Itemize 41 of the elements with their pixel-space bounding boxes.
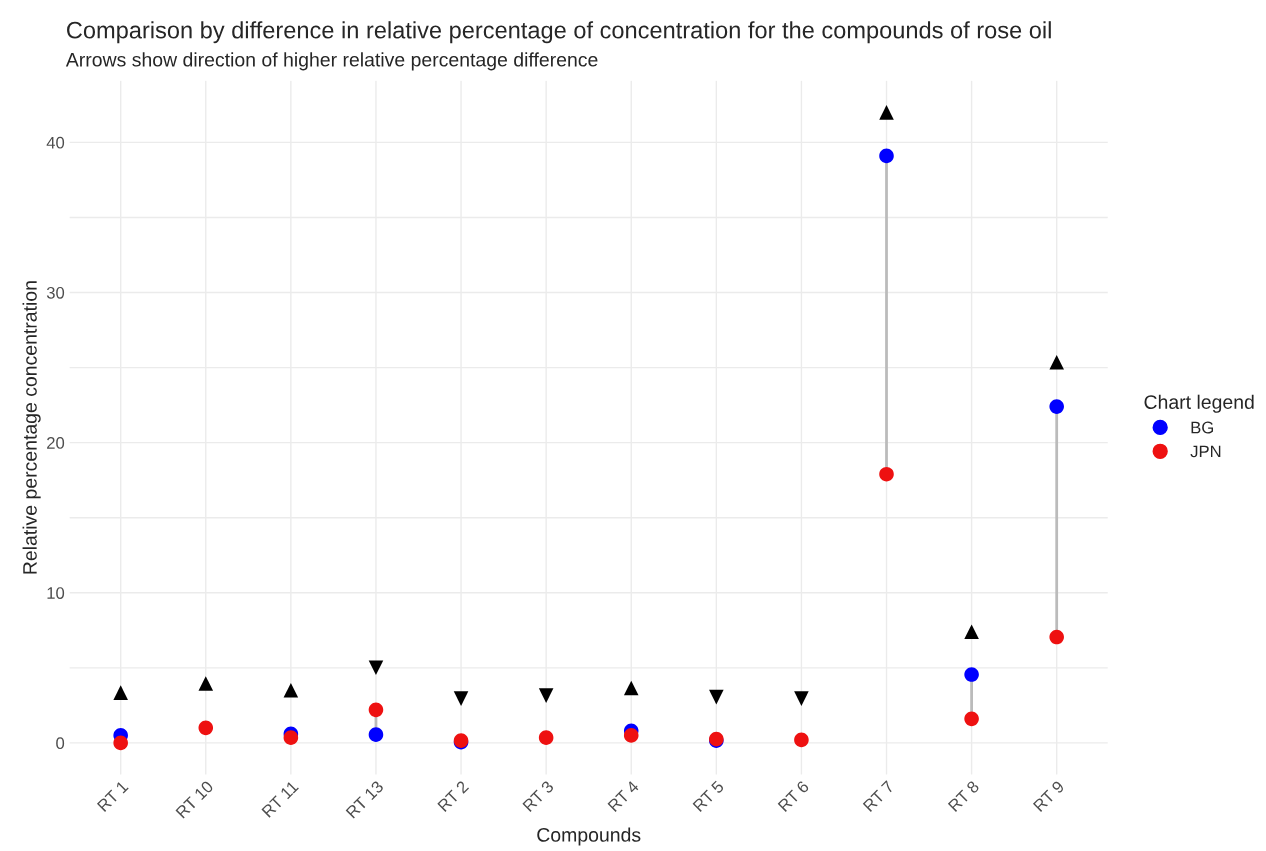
- point: [964, 711, 979, 727]
- x-tick-label: RT 11: [261, 780, 299, 818]
- point: [538, 730, 554, 745]
- point: [879, 466, 894, 482]
- x-tick-label: RT 9: [1032, 780, 1065, 813]
- x-tick-label: RT 5: [692, 780, 725, 813]
- y-tick-label: 20: [47, 437, 65, 449]
- point: [283, 730, 299, 745]
- chart-subtitle: Arrows show direction of higher relative percentage difference: [65, 52, 598, 71]
- y-tick-label: 30: [46, 286, 65, 299]
- x-tick-label: RT 4: [607, 780, 640, 812]
- legend-title: Chart legend: [1144, 394, 1254, 413]
- point: [113, 735, 128, 751]
- x-tick-label: RT 1: [96, 780, 129, 812]
- chart-title: Comparison by difference in relative percentage of concentration for the compounds of rose oil: [67, 21, 1051, 44]
- point: [1049, 629, 1064, 645]
- point: [198, 676, 214, 691]
- point: [794, 732, 809, 748]
- x-tick-label: RT 8: [947, 780, 980, 813]
- x-tick-label: RT 3: [522, 780, 555, 813]
- point: [964, 667, 979, 682]
- x-axis-title: Compounds: [537, 827, 641, 846]
- point: [879, 148, 894, 164]
- point: [368, 702, 384, 718]
- y-tick-label: 10: [47, 587, 65, 599]
- point: [623, 728, 639, 743]
- point: [113, 685, 128, 700]
- y-tick-label: 0: [56, 737, 65, 750]
- point: [368, 727, 384, 742]
- x-tick-label: RT 7: [862, 780, 895, 812]
- legend-label: BG: [1191, 421, 1214, 434]
- point: [1049, 399, 1064, 414]
- x-tick-label: RT 6: [777, 780, 810, 813]
- y-axis-title: Relative percentage concentration: [22, 281, 41, 574]
- x-tick-label: RT 2: [437, 780, 469, 812]
- x-tick-label: RT 10: [175, 780, 214, 819]
- x-tick-label: RT 13: [345, 780, 385, 819]
- point: [198, 720, 214, 736]
- point: [283, 683, 299, 698]
- legend-label: JPN: [1190, 445, 1221, 458]
- y-tick-label: 40: [46, 136, 65, 149]
